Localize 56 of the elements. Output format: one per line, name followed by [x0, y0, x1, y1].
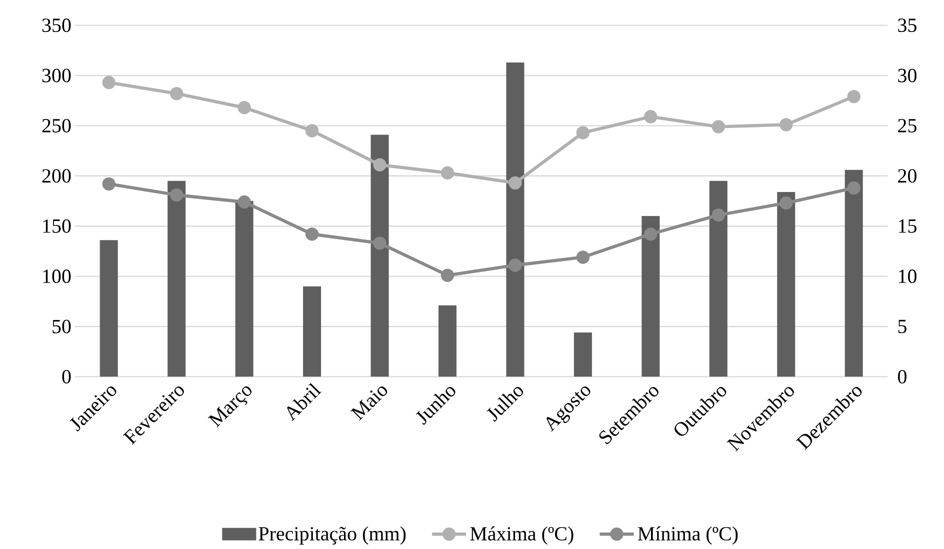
y-tick-label: 350: [42, 18, 71, 32]
point: [305, 228, 319, 241]
bar: [777, 192, 796, 377]
bar: [709, 180, 728, 377]
legend-label: Mínima (ºC): [638, 526, 738, 545]
y-tick-label: 200: [42, 169, 71, 183]
point: [780, 118, 793, 132]
bar: [370, 134, 389, 377]
bar: [100, 240, 118, 377]
y2-tick-label: 35: [898, 18, 916, 32]
point: [576, 250, 590, 264]
y-tick-label: 150: [43, 219, 71, 233]
y-tick-label: 100: [43, 270, 71, 284]
bar: [235, 201, 254, 377]
point: [238, 195, 251, 209]
point: [712, 208, 725, 222]
x-tick-label: Maio: [350, 386, 388, 420]
bar: [574, 332, 592, 377]
y-tick-label: 0: [62, 370, 71, 384]
y2-tick-label: 30: [898, 68, 916, 82]
y2-tick-label: 25: [898, 118, 916, 132]
point: [238, 101, 251, 114]
point: [780, 196, 793, 210]
point: [847, 181, 860, 195]
y-tick-label: 300: [42, 68, 71, 82]
bar: [642, 216, 660, 377]
point: [170, 86, 184, 100]
point: [170, 188, 184, 202]
point: [373, 236, 386, 250]
bar: [168, 180, 186, 377]
point: [644, 110, 658, 124]
point: [440, 166, 454, 180]
y-tick-label: 50: [52, 320, 71, 334]
point: [508, 258, 522, 272]
y2-tick-label: 5: [898, 320, 906, 334]
y2-tick-label: 20: [898, 169, 916, 183]
point: [102, 177, 116, 191]
y2-tick-label: 15: [898, 219, 916, 233]
y-tick-label: 250: [42, 118, 71, 132]
point: [373, 158, 386, 172]
bar: [438, 305, 456, 377]
legend-label: Precipitação (mm): [258, 526, 406, 545]
point: [847, 90, 860, 104]
point: [508, 176, 522, 190]
bar: [303, 286, 322, 377]
point: [712, 120, 725, 134]
point: [102, 76, 116, 90]
y2-tick-label: 10: [898, 270, 916, 284]
point: [305, 124, 319, 138]
legend-label: Máxima (ºC): [470, 526, 574, 545]
point: [644, 228, 658, 241]
bar: [506, 62, 524, 377]
bar: [844, 170, 863, 377]
y2-tick-label: 0: [898, 370, 906, 384]
point: [440, 268, 454, 282]
point: [576, 126, 590, 140]
